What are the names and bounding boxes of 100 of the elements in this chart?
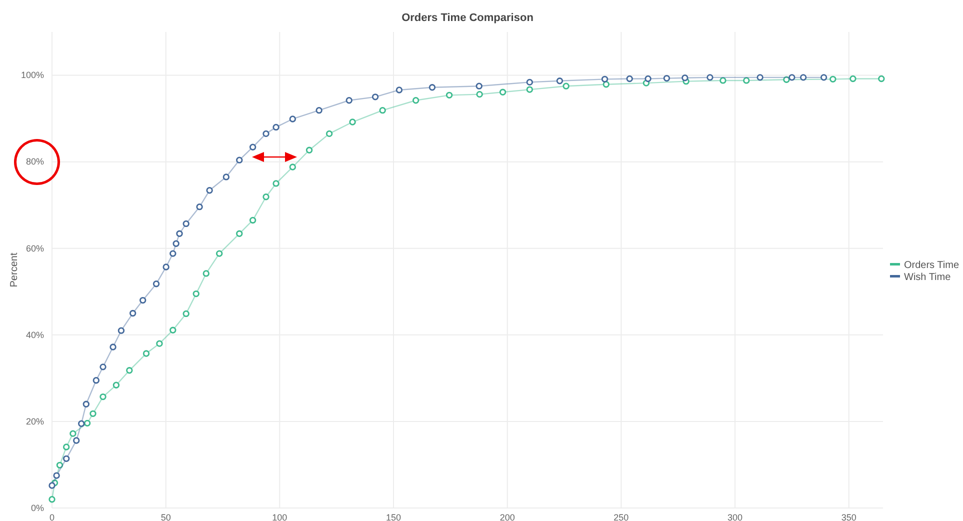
point bbox=[262, 194, 270, 200]
point bbox=[316, 106, 322, 114]
point bbox=[182, 310, 190, 318]
point bbox=[192, 290, 200, 298]
point bbox=[289, 116, 296, 122]
point bbox=[62, 455, 70, 462]
point bbox=[372, 94, 379, 100]
y-tick-label: 40% bbox=[26, 330, 44, 340]
chart-title: Orders Time Comparison bbox=[402, 12, 534, 24]
point bbox=[289, 164, 296, 170]
point bbox=[644, 75, 652, 82]
point bbox=[878, 75, 885, 82]
point bbox=[626, 75, 633, 82]
point bbox=[162, 264, 170, 270]
point bbox=[349, 118, 356, 126]
point bbox=[236, 156, 243, 164]
x-tick-label: 300 bbox=[728, 512, 743, 521]
y-tick-label: 80% bbox=[26, 156, 44, 167]
point bbox=[476, 82, 482, 90]
point bbox=[262, 130, 270, 138]
point bbox=[412, 97, 420, 104]
point bbox=[100, 364, 106, 370]
point bbox=[556, 78, 564, 84]
point bbox=[396, 86, 403, 94]
point bbox=[788, 74, 796, 81]
x-tick-label: 150 bbox=[386, 512, 402, 521]
y-tick-label: 20% bbox=[26, 416, 44, 426]
point bbox=[82, 400, 90, 408]
point bbox=[682, 74, 688, 82]
point bbox=[152, 280, 160, 288]
point bbox=[428, 84, 436, 91]
point bbox=[78, 420, 85, 427]
x-tick-label: 0 bbox=[49, 512, 55, 521]
point bbox=[176, 230, 183, 237]
point bbox=[48, 496, 56, 503]
point bbox=[62, 444, 70, 450]
point bbox=[112, 382, 120, 388]
point bbox=[170, 250, 176, 257]
point bbox=[172, 240, 180, 247]
point bbox=[526, 78, 533, 86]
x-tick-label: 100 bbox=[272, 512, 288, 521]
point bbox=[476, 90, 483, 98]
point bbox=[326, 130, 333, 138]
point bbox=[90, 410, 96, 418]
point bbox=[142, 350, 150, 357]
point bbox=[216, 250, 223, 257]
point bbox=[92, 377, 100, 384]
point bbox=[222, 174, 230, 180]
point bbox=[170, 326, 176, 334]
point bbox=[73, 437, 80, 444]
point bbox=[830, 76, 836, 83]
point bbox=[156, 340, 163, 347]
point bbox=[499, 88, 506, 96]
point bbox=[48, 482, 56, 489]
point bbox=[182, 220, 190, 228]
point bbox=[249, 144, 256, 150]
x-tick-label: 250 bbox=[614, 512, 629, 521]
point bbox=[84, 420, 91, 427]
y-tick-label: 0% bbox=[30, 502, 44, 513]
point bbox=[272, 124, 280, 131]
point bbox=[118, 327, 125, 334]
y-tick-label: 100% bbox=[20, 70, 44, 80]
point bbox=[783, 76, 790, 83]
point bbox=[706, 74, 714, 81]
point bbox=[346, 97, 352, 104]
point bbox=[820, 74, 828, 81]
point bbox=[602, 81, 610, 88]
point bbox=[446, 92, 453, 99]
legend-label: Wish Time bbox=[904, 272, 952, 283]
point bbox=[306, 146, 313, 154]
x-tick-label: 350 bbox=[841, 512, 856, 521]
point bbox=[129, 310, 136, 317]
point bbox=[526, 86, 533, 93]
point bbox=[743, 77, 750, 84]
point bbox=[379, 106, 386, 114]
point bbox=[601, 76, 608, 83]
point bbox=[850, 75, 856, 82]
point bbox=[272, 180, 280, 187]
point bbox=[756, 74, 764, 81]
point bbox=[53, 472, 60, 479]
legend-label: Orders Time bbox=[904, 260, 960, 271]
point bbox=[720, 77, 726, 84]
point bbox=[196, 203, 203, 210]
point bbox=[562, 82, 570, 90]
point bbox=[249, 216, 256, 224]
x-tick-label: 200 bbox=[500, 512, 515, 521]
point bbox=[139, 296, 146, 304]
point bbox=[800, 74, 807, 81]
point bbox=[202, 270, 210, 277]
y-tick-label: 60% bbox=[26, 243, 44, 254]
point bbox=[236, 230, 243, 237]
point bbox=[126, 367, 133, 374]
x-tick-label: 50 bbox=[160, 512, 171, 521]
point bbox=[70, 430, 76, 437]
y-axis-title: Percent bbox=[9, 252, 20, 288]
point bbox=[56, 462, 64, 468]
point bbox=[663, 74, 670, 82]
point bbox=[100, 393, 106, 400]
point bbox=[110, 344, 116, 350]
point bbox=[206, 187, 213, 194]
